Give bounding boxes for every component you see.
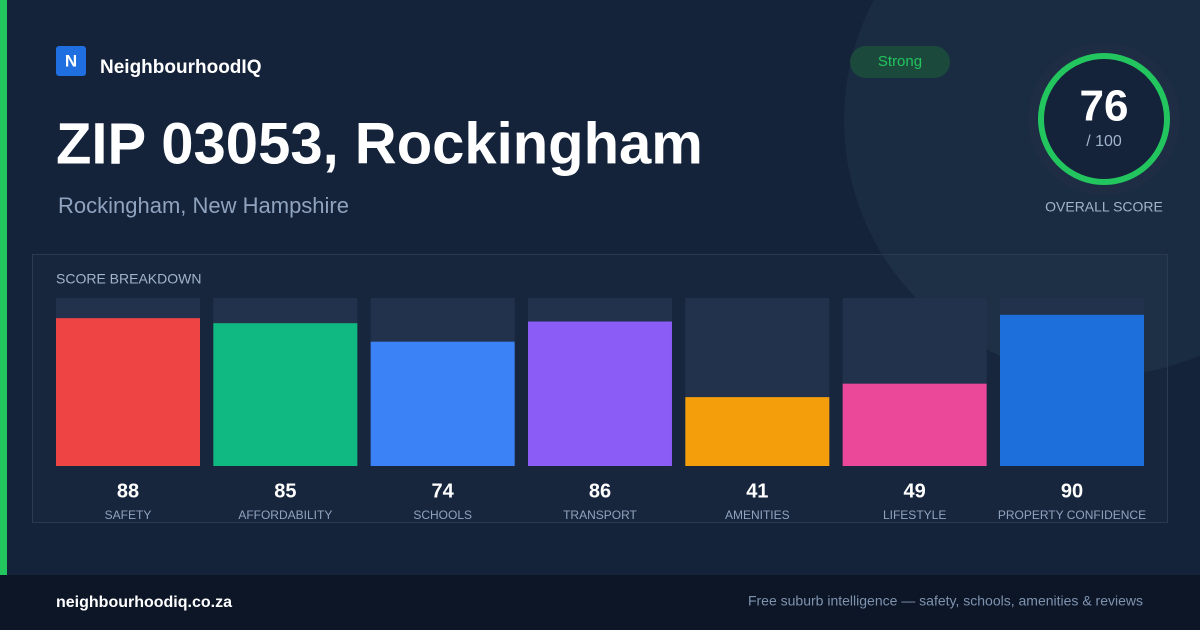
score-label: OVERALL SCORE: [1045, 199, 1163, 215]
breakdown-title: SCORE BREAKDOWN: [56, 271, 201, 287]
bar-label: AMENITIES: [725, 508, 790, 522]
bar-value: 74: [432, 480, 455, 502]
bar: [999, 314, 1144, 466]
logo: [56, 46, 86, 76]
bar-value: 90: [1061, 480, 1083, 502]
bar: [685, 397, 830, 466]
bar: [213, 323, 358, 466]
bar-value: 85: [274, 480, 296, 502]
badge-text: Strong: [878, 53, 922, 70]
logo-letter: N: [65, 51, 77, 70]
badge: [850, 46, 950, 78]
brand: NeighbourhoodIQ: [100, 57, 261, 78]
accent-stripe: [0, 0, 7, 575]
bar-value: 49: [904, 480, 926, 502]
bar-label: PROPERTY CONFIDENCE: [998, 508, 1146, 522]
bar: [527, 321, 672, 466]
bar: [370, 341, 515, 466]
bar-label: AFFORDABILITY: [238, 508, 332, 522]
bar: [842, 383, 987, 466]
footer-tagline: Free suburb intelligence — safety, schoo…: [748, 593, 1143, 609]
subtitle: Rockingham, New Hampshire: [58, 193, 349, 218]
score-max: / 100: [1086, 133, 1122, 150]
breakdown-panel: [32, 254, 1168, 523]
bar-label: SAFETY: [105, 508, 152, 522]
bar-value: 86: [589, 480, 611, 502]
score-ring: [1038, 53, 1170, 185]
score: 76: [1080, 82, 1129, 131]
bar-label: TRANSPORT: [563, 508, 637, 522]
bar-label: LIFESTYLE: [883, 508, 946, 522]
footer-site: neighbourhoodiq.co.za: [56, 594, 232, 611]
bar-label: SCHOOLS: [413, 508, 472, 522]
bar-value: 41: [746, 480, 768, 502]
bar-value: 88: [117, 480, 139, 502]
title: ZIP 03053, Rockingham: [56, 111, 703, 176]
bar: [56, 318, 200, 466]
footer-bar: [0, 575, 1200, 630]
